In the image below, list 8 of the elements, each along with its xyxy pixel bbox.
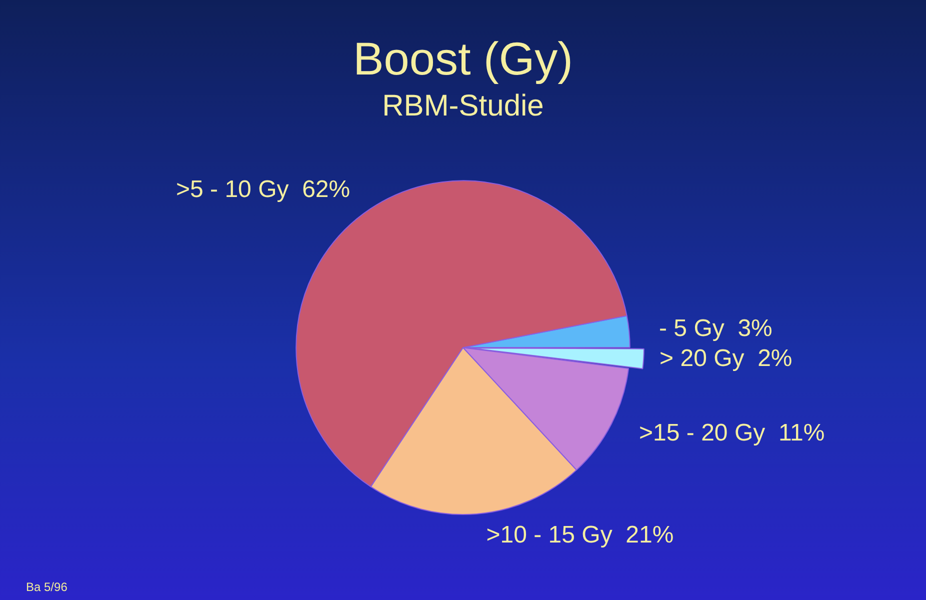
- slice-label: >15 - 20 Gy 11%: [639, 420, 825, 447]
- text: Ba 5/96: [26, 580, 68, 594]
- slice-label: >10 - 15 Gy 21%: [486, 522, 674, 549]
- slice-label: - 5 Gy 3%: [659, 314, 772, 342]
- chart-title: Boost (Gy): [353, 32, 573, 84]
- slice-label: > 20 Gy 2%: [660, 344, 792, 372]
- chart-subtitle: RBM-Studie: [382, 89, 544, 122]
- slice-label: >5 - 10 Gy 62%: [176, 176, 350, 204]
